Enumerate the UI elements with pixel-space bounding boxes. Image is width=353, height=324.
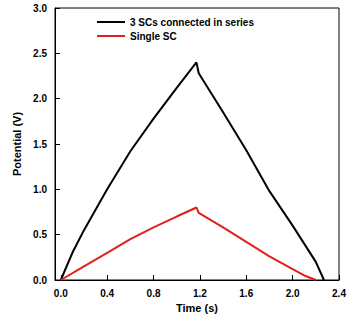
svg-text:1.6: 1.6	[239, 288, 253, 299]
svg-text:2.5: 2.5	[33, 48, 47, 59]
svg-text:0.8: 0.8	[147, 288, 161, 299]
svg-text:Single SC: Single SC	[130, 31, 177, 42]
svg-text:0.0: 0.0	[33, 275, 47, 286]
svg-text:1.5: 1.5	[33, 139, 47, 150]
svg-text:1.0: 1.0	[33, 184, 47, 195]
svg-text:3.0: 3.0	[33, 3, 47, 14]
svg-text:0.5: 0.5	[33, 229, 47, 240]
svg-text:0.0: 0.0	[54, 288, 68, 299]
svg-text:Time (s): Time (s)	[176, 302, 218, 314]
svg-text:2.0: 2.0	[33, 93, 47, 104]
svg-text:Potential (V): Potential (V)	[11, 112, 23, 177]
svg-text:1.2: 1.2	[193, 288, 207, 299]
svg-text:2.4: 2.4	[332, 288, 346, 299]
svg-text:3 SCs connected in series: 3 SCs connected in series	[130, 17, 254, 28]
svg-text:0.4: 0.4	[100, 288, 114, 299]
svg-text:2.0: 2.0	[286, 288, 300, 299]
